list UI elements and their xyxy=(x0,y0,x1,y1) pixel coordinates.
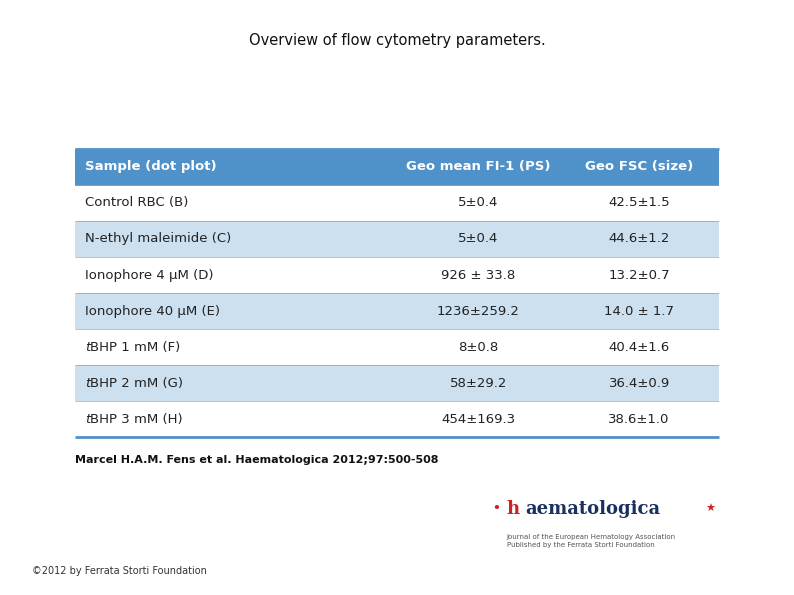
Bar xyxy=(75,149,719,185)
Text: 42.5±1.5: 42.5±1.5 xyxy=(608,196,670,209)
Text: 1236±259.2: 1236±259.2 xyxy=(437,305,520,318)
Text: 5±0.4: 5±0.4 xyxy=(458,196,499,209)
Text: 926 ± 33.8: 926 ± 33.8 xyxy=(441,268,515,281)
Text: Geo FSC (size): Geo FSC (size) xyxy=(585,160,693,173)
Text: 36.4±0.9: 36.4±0.9 xyxy=(608,377,670,390)
Text: Geo mean FI-1 (PS): Geo mean FI-1 (PS) xyxy=(407,160,550,173)
Bar xyxy=(75,401,719,437)
Text: t: t xyxy=(85,341,91,353)
Text: •: • xyxy=(492,502,500,515)
Text: 40.4±1.6: 40.4±1.6 xyxy=(608,341,670,353)
Text: 58±29.2: 58±29.2 xyxy=(449,377,507,390)
Text: Overview of flow cytometry parameters.: Overview of flow cytometry parameters. xyxy=(249,33,545,48)
Text: 13.2±0.7: 13.2±0.7 xyxy=(608,268,670,281)
Text: Sample (dot plot): Sample (dot plot) xyxy=(85,160,217,173)
Bar xyxy=(75,185,719,221)
Text: t: t xyxy=(85,377,91,390)
Text: 5±0.4: 5±0.4 xyxy=(458,233,499,245)
Text: Ionophore 4 μM (D): Ionophore 4 μM (D) xyxy=(85,268,214,281)
Text: BHP 2 mM (G): BHP 2 mM (G) xyxy=(91,377,183,390)
Bar xyxy=(75,221,719,257)
Text: t: t xyxy=(85,413,91,426)
Text: 8±0.8: 8±0.8 xyxy=(458,341,499,353)
Text: 454±169.3: 454±169.3 xyxy=(441,413,515,426)
Text: Control RBC (B): Control RBC (B) xyxy=(85,196,188,209)
Bar xyxy=(75,329,719,365)
Text: Marcel H.A.M. Fens et al. Haematologica 2012;97:500-508: Marcel H.A.M. Fens et al. Haematologica … xyxy=(75,455,439,465)
Text: N-ethyl maleimide (C): N-ethyl maleimide (C) xyxy=(85,233,231,245)
Text: Journal of the European Hematology Association
Published by the Ferrata Storti F: Journal of the European Hematology Assoc… xyxy=(507,534,676,548)
Text: h: h xyxy=(507,500,520,518)
Text: BHP 3 mM (H): BHP 3 mM (H) xyxy=(91,413,183,426)
Bar xyxy=(75,293,719,329)
Text: ★: ★ xyxy=(706,504,715,513)
Text: Ionophore 40 μM (E): Ionophore 40 μM (E) xyxy=(85,305,220,318)
Text: 14.0 ± 1.7: 14.0 ± 1.7 xyxy=(604,305,674,318)
Text: 38.6±1.0: 38.6±1.0 xyxy=(608,413,670,426)
Text: ©2012 by Ferrata Storti Foundation: ©2012 by Ferrata Storti Foundation xyxy=(32,566,206,576)
Text: 44.6±1.2: 44.6±1.2 xyxy=(608,233,670,245)
Bar xyxy=(75,365,719,401)
Text: BHP 1 mM (F): BHP 1 mM (F) xyxy=(91,341,180,353)
Text: aematologica: aematologica xyxy=(526,500,661,518)
Bar xyxy=(75,257,719,293)
